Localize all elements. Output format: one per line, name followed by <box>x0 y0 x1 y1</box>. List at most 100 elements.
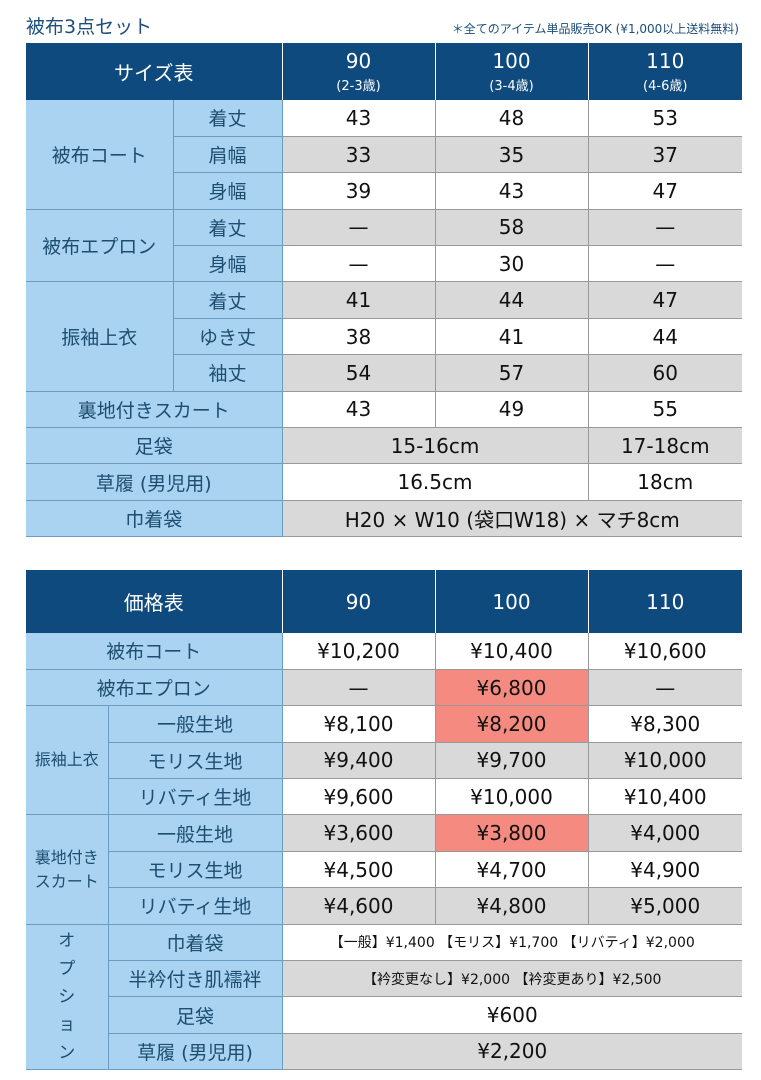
table-row: 足袋 ¥600 <box>26 996 742 1034</box>
cell: ¥8,300 <box>587 705 742 743</box>
cell: ¥4,900 <box>587 851 742 889</box>
cell: 【一般】¥1,400 【モリス】¥1,700 【リバティ】¥2,000 <box>281 924 742 962</box>
col-90: 90 (2-3歳) <box>281 43 435 100</box>
cell: ¥9,700 <box>434 742 588 780</box>
cell: ¥4,600 <box>281 887 435 925</box>
cell: ¥600 <box>281 996 742 1034</box>
cell: ¥10,400 <box>587 778 742 816</box>
fabric-label: モリス生地 <box>108 851 283 889</box>
cell: 15-16cm <box>281 427 588 465</box>
row-label: 被布エプロン <box>26 669 283 707</box>
highlighted-cell: ¥8,200 <box>434 705 588 743</box>
row-label: 巾着袋 <box>26 500 283 538</box>
option-item-label: 半衿付き肌襦袢 <box>108 960 283 998</box>
cell: ¥10,000 <box>587 742 742 780</box>
row-label: 被布エプロン <box>26 209 174 283</box>
cell: 39 <box>281 172 435 210</box>
option-item-label: 草履 (男児用) <box>108 1033 283 1071</box>
table-row: モリス生地 ¥9,400 ¥9,700 ¥10,000 <box>26 742 742 780</box>
table-row: 袖丈 54 57 60 <box>26 354 742 392</box>
row-label: 裏地付きスカート <box>26 814 109 925</box>
cell: ¥9,600 <box>281 778 435 816</box>
cell: 60 <box>587 354 742 392</box>
cell: ¥5,000 <box>587 887 742 925</box>
table-row: 足袋 15-16cm 17-18cm <box>26 427 742 465</box>
col-110: 110 <box>587 570 742 633</box>
table-row: 裏地付き スカート 一般生地 ¥3,600 ¥3,800 ¥4,000 <box>26 814 742 925</box>
cell: 30 <box>434 245 588 283</box>
table-row: 被布コート ¥10,200 ¥10,400 ¥10,600 <box>26 633 742 670</box>
cell: ¥4,800 <box>434 887 588 925</box>
size-header-row: サイズ表 90 (2-3歳) 100 (3-4歳) 110 (4-6歳) <box>26 43 742 100</box>
table-row: リバティ生地 ¥9,600 ¥10,000 ¥10,400 <box>26 778 742 816</box>
cell: — <box>281 669 435 707</box>
cell: ¥9,400 <box>281 742 435 780</box>
measure-label: 袖丈 <box>173 354 283 392</box>
col-110: 110 (4-6歳) <box>587 43 742 100</box>
cell: 44 <box>434 281 588 319</box>
measure-label: 肩幅 <box>173 136 283 174</box>
table-row: 身幅 39 43 47 <box>26 172 742 210</box>
cell: ¥8,100 <box>281 705 435 743</box>
cell: 41 <box>281 281 435 319</box>
cell: 35 <box>434 136 588 174</box>
cell: 47 <box>587 281 742 319</box>
highlighted-cell: ¥6,800 <box>434 669 588 707</box>
table-row: リバティ生地 ¥4,600 ¥4,800 ¥5,000 <box>26 887 742 925</box>
cell: ¥10,200 <box>281 633 435 670</box>
cell: 【衿変更なし】¥2,000 【衿変更あり】¥2,500 <box>281 960 742 998</box>
fabric-label: 一般生地 <box>108 814 283 852</box>
size-table: サイズ表 90 (2-3歳) 100 (3-4歳) 110 (4-6歳) 被布コート着… <box>26 43 742 538</box>
table-row: モリス生地 ¥4,500 ¥4,700 ¥4,900 <box>26 851 742 889</box>
row-label: 足袋 <box>26 427 283 465</box>
cell: ¥4,000 <box>587 814 742 852</box>
cell: 43 <box>434 172 588 210</box>
cell: 54 <box>281 354 435 392</box>
cell: ¥10,600 <box>587 633 742 670</box>
cell: 33 <box>281 136 435 174</box>
row-label: 被布コート <box>26 100 174 210</box>
table-row: 振袖上衣 一般生地 ¥8,100 ¥8,200 ¥8,300 <box>26 705 742 816</box>
measure-label: 身幅 <box>173 245 283 283</box>
cell: — <box>587 245 742 283</box>
table-row: 巾着袋 H20 × W10 (袋口W18) × マチ8cm <box>26 500 742 538</box>
cell: 43 <box>281 100 435 137</box>
cell: 58 <box>434 209 588 247</box>
option-item-label: 足袋 <box>108 996 283 1034</box>
table-row: 草履 (男児用) 16.5cm 18cm <box>26 463 742 501</box>
cell: 48 <box>434 100 588 137</box>
cell: ¥4,500 <box>281 851 435 889</box>
fabric-label: 一般生地 <box>108 705 283 743</box>
row-label: 被布コート <box>26 633 283 670</box>
cell: 55 <box>587 391 742 429</box>
col-100: 100 (3-4歳) <box>434 43 588 100</box>
cell: ¥4,700 <box>434 851 588 889</box>
option-item-label: 巾着袋 <box>108 924 283 962</box>
fabric-label: モリス生地 <box>108 742 283 780</box>
cell: 57 <box>434 354 588 392</box>
fabric-label: リバティ生地 <box>108 778 283 816</box>
cell: 17-18cm <box>587 427 742 465</box>
table-row: ゆき丈 38 41 44 <box>26 318 742 356</box>
cell: ¥10,000 <box>434 778 588 816</box>
measure-label: 着丈 <box>173 100 283 137</box>
col-100: 100 <box>434 570 588 633</box>
table-row: 身幅 —30— <box>26 245 742 283</box>
size-table-title: サイズ表 <box>26 43 282 100</box>
cell: 18cm <box>587 463 742 501</box>
cell: ¥10,400 <box>434 633 588 670</box>
cell: 49 <box>434 391 588 429</box>
highlighted-cell: ¥3,800 <box>434 814 588 852</box>
option-label: オプション <box>26 924 109 1071</box>
row-label: 振袖上衣 <box>26 705 109 816</box>
cell: 44 <box>587 318 742 356</box>
cell: ¥2,200 <box>281 1033 742 1071</box>
row-label: 振袖上衣 <box>26 281 174 392</box>
cell: 43 <box>281 391 435 429</box>
table-row: 振袖上衣 着丈 41 44 47 <box>26 281 742 392</box>
cell: 38 <box>281 318 435 356</box>
fabric-label: リバティ生地 <box>108 887 283 925</box>
table-row: オプション巾着袋 【一般】¥1,400 【モリス】¥1,700 【リバティ】¥2,… <box>26 924 742 1071</box>
table-row: 草履 (男児用) ¥2,200 <box>26 1033 742 1071</box>
cell: — <box>281 209 435 247</box>
